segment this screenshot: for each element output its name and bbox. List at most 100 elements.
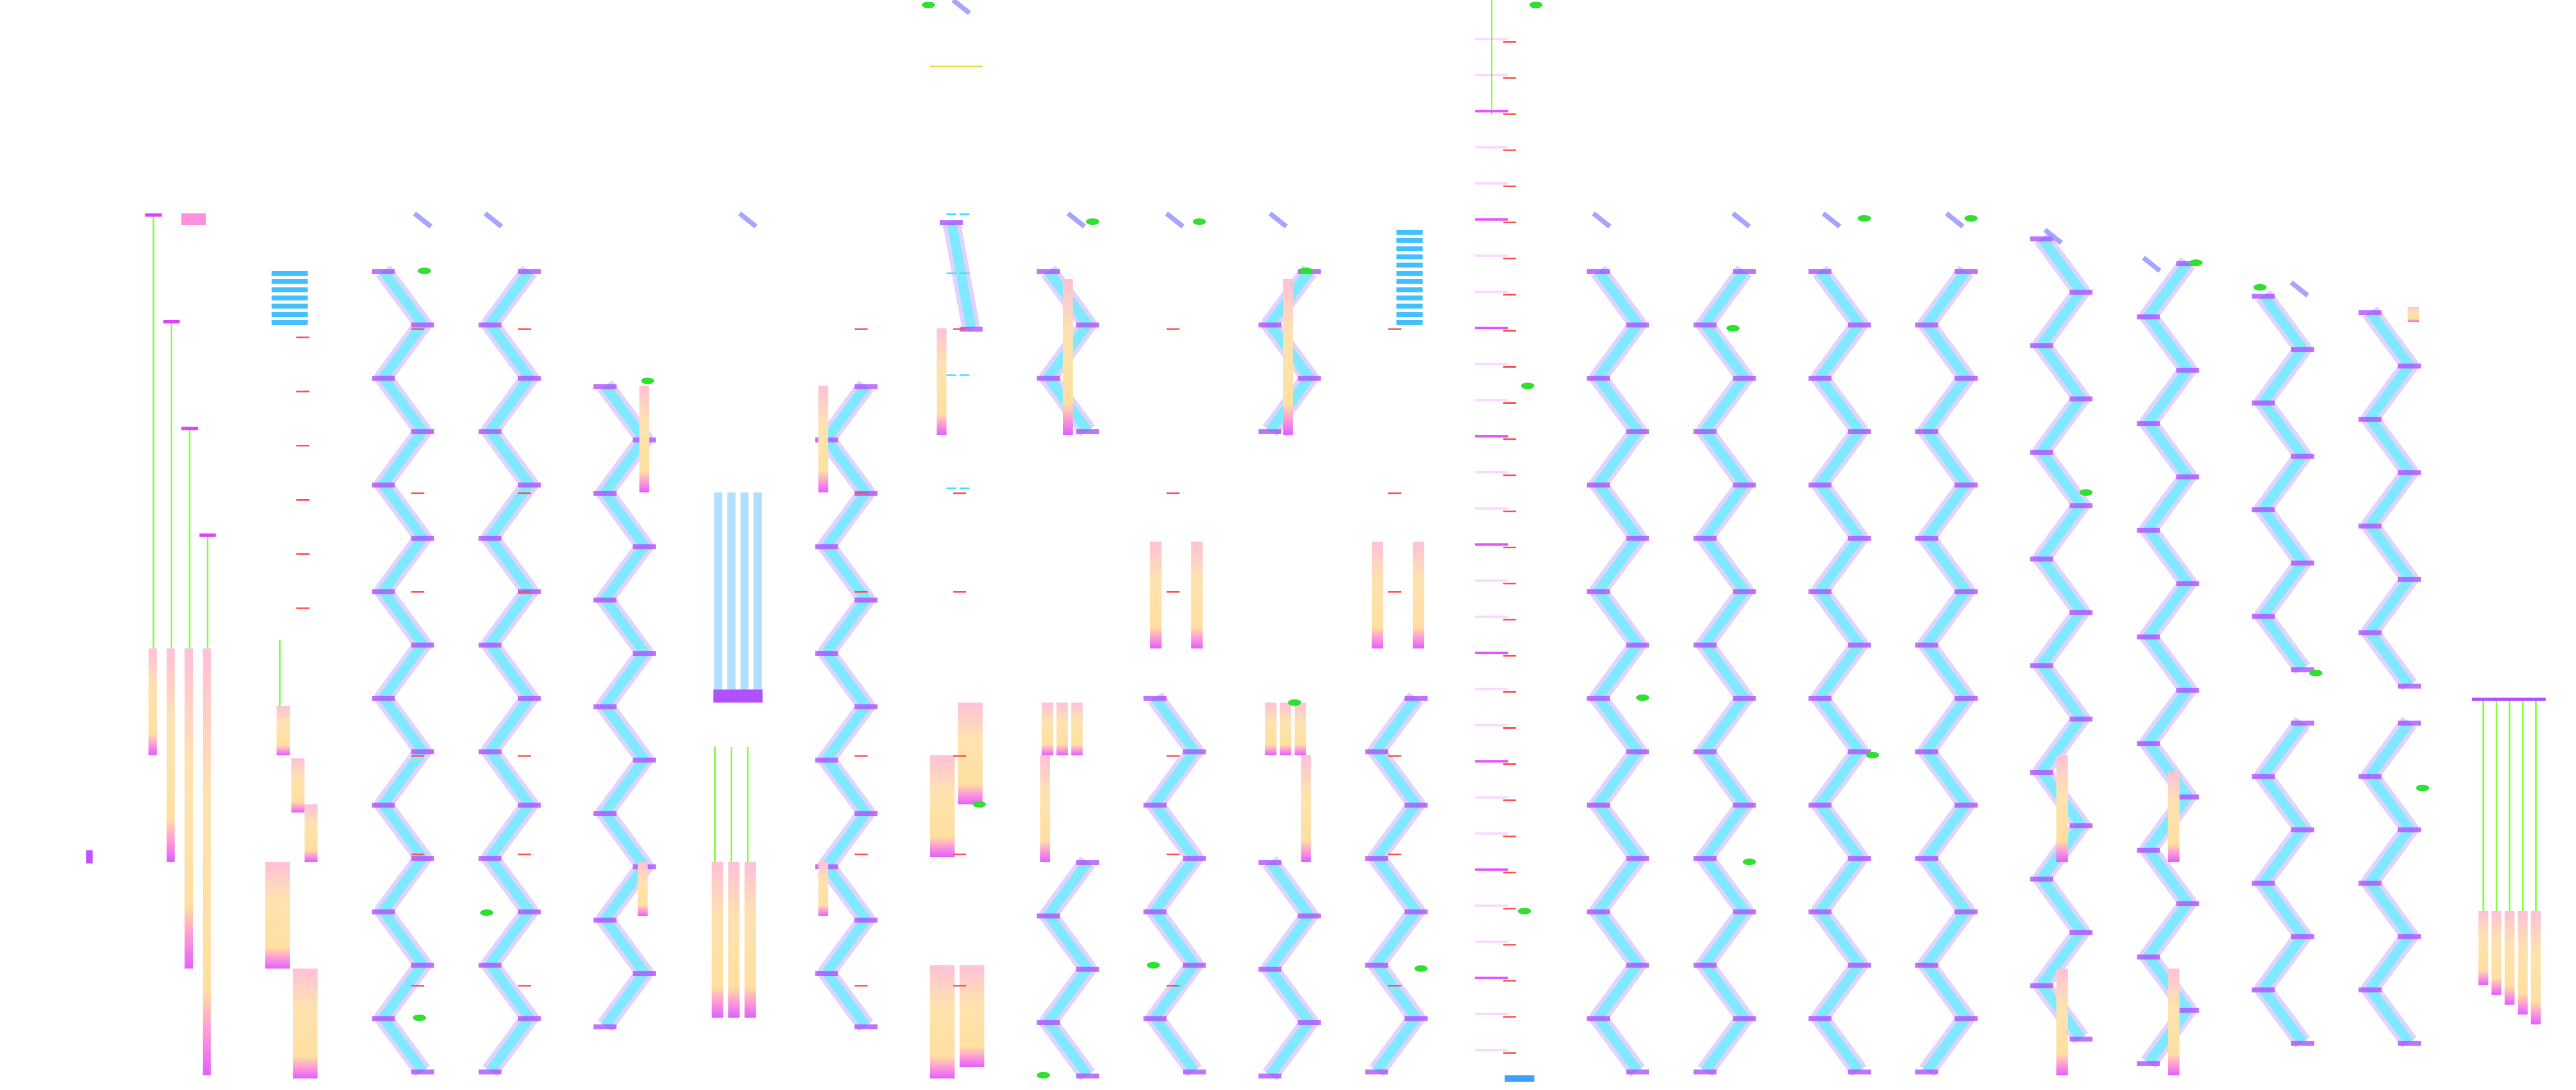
- node-cap: [478, 322, 502, 328]
- gradient-bar: [818, 385, 829, 493]
- label-mark: [1503, 980, 1516, 982]
- label-mark: [1388, 590, 1402, 593]
- node-cap: [2291, 667, 2315, 672]
- label-mark: [1166, 590, 1180, 593]
- label-mark: [953, 328, 967, 330]
- tick-mark: [1475, 868, 1508, 871]
- node-cap: [411, 1069, 434, 1074]
- blip: [1857, 215, 1871, 222]
- node-cap: [1733, 589, 1756, 594]
- gradient-bar: [1294, 702, 1306, 755]
- label-mark: [1503, 871, 1516, 873]
- gradient-bar: [959, 965, 984, 1067]
- slant-cap: [1731, 211, 1751, 229]
- node-cap: [1626, 749, 1650, 754]
- gradient-bar: [2056, 755, 2068, 862]
- node-cap: [1848, 749, 1871, 754]
- node-cap: [2069, 610, 2093, 615]
- yellow-dash: [930, 65, 983, 68]
- node-cap: [372, 909, 395, 914]
- node-cap: [2398, 363, 2421, 369]
- label-mark: [1166, 492, 1180, 495]
- node-cap: [593, 384, 617, 389]
- node-cap: [2398, 1041, 2421, 1046]
- label-mark: [1503, 510, 1516, 512]
- node-cap: [1733, 376, 1756, 381]
- gradient-bar: [1372, 542, 1383, 649]
- node-cap: [1626, 429, 1650, 434]
- tick-mark: [1475, 326, 1508, 330]
- node-cap: [478, 749, 502, 754]
- node-cap: [2398, 721, 2421, 726]
- label-mark: [411, 854, 425, 856]
- node-cap: [517, 696, 541, 701]
- label-mark: [517, 492, 531, 495]
- node-cap: [854, 704, 878, 709]
- gradient-bar: [1041, 702, 1054, 755]
- node-cap: [2176, 901, 2199, 907]
- gradient-bar: [2168, 968, 2180, 1076]
- blip: [641, 377, 654, 384]
- ribbon-core: [1593, 268, 1643, 1074]
- marker: [86, 850, 93, 863]
- gradient-bar: [276, 706, 290, 755]
- node-cap: [372, 376, 395, 381]
- node-cap: [1954, 696, 1978, 701]
- node-cap: [1587, 376, 1610, 381]
- gradient-bar: [1063, 279, 1073, 435]
- node-cap: [517, 376, 541, 381]
- node-cap: [478, 429, 502, 434]
- cyan-dash: [946, 374, 957, 376]
- gradient-bar: [1413, 542, 1424, 649]
- node-cap: [1143, 803, 1167, 808]
- gradient-bar: [2531, 911, 2541, 1025]
- node-cap: [633, 651, 656, 656]
- node-cap: [1954, 376, 1978, 381]
- label-mark: [1503, 294, 1516, 296]
- label-mark: [953, 590, 967, 593]
- node-cap: [2030, 663, 2054, 669]
- node-cap: [1733, 909, 1756, 914]
- node-cap: [1258, 966, 1282, 972]
- stack-cell: [1396, 229, 1423, 235]
- gradient-bar: [930, 755, 955, 857]
- ribbon-core: [2143, 259, 2193, 1066]
- gradient-bar: [936, 328, 947, 435]
- label-mark: [1503, 727, 1516, 729]
- node-cap: [1404, 909, 1428, 914]
- ribbon-core: [485, 268, 535, 1074]
- node-cap: [1733, 1016, 1756, 1021]
- slant-cap: [483, 211, 504, 229]
- gradient-bar: [744, 862, 756, 1018]
- label-mark: [296, 607, 310, 609]
- node-cap: [1848, 322, 1871, 328]
- node-cap: [517, 909, 541, 914]
- blip: [480, 909, 494, 916]
- stack-cell: [1396, 271, 1423, 276]
- node-cap: [2069, 930, 2093, 935]
- node-cap: [1587, 803, 1610, 808]
- ribbon-core: [2258, 292, 2308, 672]
- tick-mark: [1475, 543, 1508, 546]
- tick-mark: [1475, 290, 1508, 294]
- node-cap: [2137, 421, 2160, 426]
- node-cap: [854, 811, 878, 816]
- node-cap: [633, 544, 656, 549]
- node-cap: [2291, 454, 2315, 459]
- label-mark: [1503, 835, 1516, 837]
- cyan-dash: [946, 272, 957, 274]
- label-mark: [517, 328, 531, 330]
- node-cap: [1036, 913, 1060, 919]
- node-cap: [411, 963, 434, 968]
- node-cap: [1626, 963, 1650, 968]
- stack-cell: [1396, 295, 1423, 301]
- tick-mark: [1475, 110, 1508, 113]
- node-cap: [163, 320, 180, 323]
- label-mark: [854, 590, 868, 593]
- gradient-bar: [265, 862, 290, 969]
- node-cap: [1954, 269, 1978, 274]
- node-cap: [1848, 536, 1871, 541]
- ribbon-core: [1922, 268, 1971, 1074]
- node-cap: [1808, 1016, 1832, 1021]
